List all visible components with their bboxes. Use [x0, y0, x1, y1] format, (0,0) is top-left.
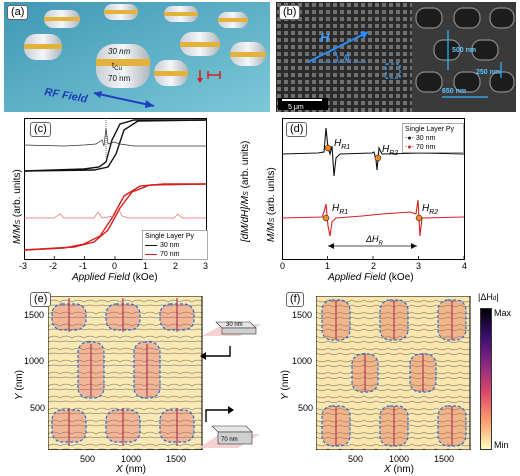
d-legend: Single Layer Py -●- 30 nm -●- 70 nm: [402, 123, 464, 153]
panel-a-label: (a): [7, 5, 29, 20]
e-ytick: 500: [30, 403, 46, 413]
d-delta-hr-label: ΔHR: [365, 234, 384, 247]
d-xtick: 3: [416, 261, 422, 271]
thickness-top-label: 30 nm: [108, 47, 131, 56]
f-xtick: 500: [348, 454, 364, 464]
c-legend: Single Layer Py 30 nm 70 nm: [142, 230, 208, 260]
arrow-to-e-icon: [200, 346, 231, 360]
panel-b-label: (b): [279, 5, 301, 20]
panel-f: Y (nm) 1500 1000 500 500 1000 1500 X (nm…: [262, 290, 520, 476]
rf-field-arrow-icon: [93, 91, 155, 108]
field-direction-arrow-icon: [307, 31, 369, 63]
d-ylabel: M/MS (arb. units): [266, 167, 277, 242]
c-xtick: -1: [79, 261, 88, 271]
d-xtick: 0: [280, 261, 286, 271]
h-label: H: [320, 30, 330, 45]
c-xtick: -2: [49, 261, 58, 271]
inset-70nm-label: 70 nm: [221, 437, 238, 443]
tcu-label: tCu: [112, 61, 122, 72]
d-xtick: 1: [325, 261, 331, 271]
panel-d: M/MS (arb. units) HR1 HR2 HR1 HR2 ΔHR Si…: [262, 114, 520, 286]
c-ylabel: M/MS (arb. units): [12, 169, 23, 244]
nanostructure-illustration: 30 nm tCu 70 nm RF Field: [4, 2, 270, 112]
panel-e-label: (e): [30, 292, 52, 307]
f-ytick: 500: [298, 403, 314, 413]
c-xtick: 0: [112, 261, 118, 271]
d-xtick: 4: [462, 261, 468, 271]
c-legend-item-70nm: 70 nm: [145, 250, 205, 259]
panel-c-label: (c): [30, 122, 51, 137]
d-xlabel: Applied Field (kOe): [328, 272, 414, 283]
f-xtick: 1500: [434, 454, 455, 464]
arrow-to-f-icon: [205, 406, 234, 422]
f-xtick: 1000: [389, 454, 410, 464]
d-xtick: 2: [371, 261, 377, 271]
panel-a: 30 nm tCu 70 nm RF Field (a): [4, 2, 270, 112]
d-hr1-red-label: HR1: [332, 203, 348, 216]
e-ytick: 1500: [24, 310, 45, 320]
zoom-region-box: [385, 63, 401, 79]
d-hr1-label: HR1: [334, 138, 350, 151]
panel-c: M/MS (arb. units) [dM/dH]/MS (arb. units…: [0, 114, 262, 286]
dim-650-label: 650 nm: [442, 88, 466, 95]
c-xtick: 1: [143, 261, 149, 271]
e-xlabel: X (nm): [116, 464, 147, 475]
sem-image: 500 nm 250 nm 650 nm H ϕ 5 μm: [276, 2, 516, 112]
red-arrow-icon: [197, 70, 221, 83]
f-ytick: 1000: [292, 356, 313, 366]
e-xtick: 1500: [166, 454, 187, 464]
thickness-bottom-label: 70 nm: [108, 74, 131, 83]
phi-label: ϕ: [344, 52, 350, 63]
d-hr2-red-label: HR2: [422, 203, 438, 216]
inset-30nm-icon: 30 nm: [202, 321, 262, 336]
d-legend-title: Single Layer Py: [405, 126, 455, 133]
d-hr2-label: HR2: [382, 144, 398, 157]
c-xtick: -3: [19, 261, 28, 271]
c-y2label: [dM/dH]/MS (arb. units): [240, 140, 251, 242]
inset-30nm-label: 30 nm: [226, 322, 243, 328]
scalebar-label: 5 μm: [288, 104, 304, 111]
field-map-e: [48, 296, 203, 450]
c-xlabel: Applied Field (kOe): [72, 272, 158, 283]
f-ylabel: Y (nm): [280, 369, 291, 400]
dim-250-label: 250 nm: [476, 69, 500, 76]
f-ytick: 1500: [292, 310, 313, 320]
colorbar-title: |ΔHd|: [478, 292, 499, 302]
nanopillars: [24, 4, 266, 88]
inset-70nm-icon: 70 nm: [198, 425, 260, 448]
panel-f-label: (f): [286, 292, 305, 307]
f-xlabel: X (nm): [384, 464, 415, 475]
colorbar: [480, 308, 492, 450]
d-legend-item-30nm: -●- 30 nm: [405, 135, 436, 142]
e-xtick: 500: [80, 454, 96, 464]
e-ytick: 1000: [24, 356, 45, 366]
panel-e: Y (nm) 1500 1000 500 500 1000 1500 X (nm…: [0, 290, 262, 476]
e-ylabel: Y (nm): [14, 369, 25, 400]
dim-500-label: 500 nm: [452, 47, 476, 54]
field-map-f: [316, 296, 471, 450]
e-xtick: 1000: [121, 454, 142, 464]
panel-d-label: (d): [286, 122, 308, 137]
c-xtick: 3: [203, 261, 209, 271]
c-xtick: 2: [173, 261, 179, 271]
d-legend-item-70nm: -●- 70 nm: [405, 144, 436, 151]
c-legend-title: Single Layer Py: [145, 233, 195, 240]
colorbar-min-label: Min: [494, 440, 509, 450]
panel-b: 500 nm 250 nm 650 nm H ϕ 5 μm (b): [276, 2, 516, 112]
colorbar-max-label: Max: [494, 308, 512, 318]
c-legend-item-30nm: 30 nm: [145, 241, 205, 250]
